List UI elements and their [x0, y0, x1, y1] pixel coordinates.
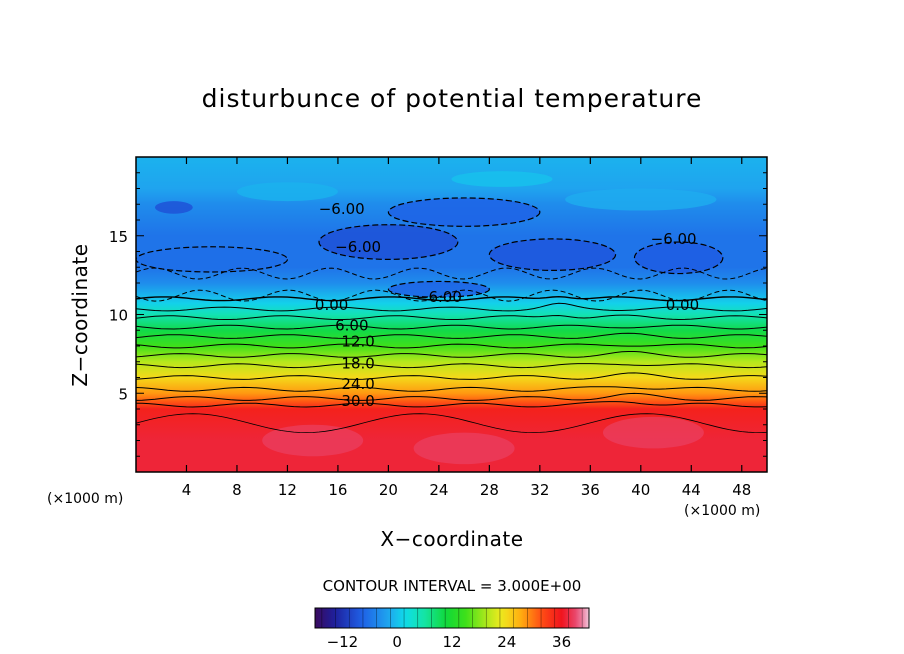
colorbar-tick-label: 12	[442, 633, 461, 651]
contour-label: 24.0	[341, 375, 374, 393]
contour-line-dashed	[387, 280, 490, 298]
contour-line	[136, 343, 767, 349]
x-tick-label: 4	[182, 481, 192, 499]
field-patch	[136, 246, 288, 272]
warm-pocket	[413, 432, 515, 465]
contour-label: −6.00	[416, 288, 462, 306]
x-tick-label: 8	[232, 481, 242, 499]
field-patch	[154, 201, 193, 214]
contour-line	[136, 386, 767, 392]
field-patch	[565, 188, 717, 211]
colorbar-tick-label: −12	[327, 633, 359, 651]
contour-label: −6.00	[335, 238, 381, 256]
contour-line	[136, 302, 767, 312]
x-tick-label: 32	[530, 481, 549, 499]
contour-line	[136, 392, 767, 401]
colorbar-tick-label: 36	[552, 633, 571, 651]
contour-line-dashed	[633, 241, 724, 275]
chart-title: disturbunce of potential temperature	[201, 84, 703, 113]
colorbar-tick-label: 0	[392, 633, 402, 651]
field-patch	[388, 197, 540, 227]
x-tick-label: 36	[581, 481, 600, 499]
contour-label: 30.0	[341, 392, 374, 410]
contour-line	[136, 314, 767, 321]
warm-pocket	[262, 424, 364, 457]
contour-line	[136, 401, 767, 408]
field-patch	[634, 242, 723, 274]
x-unit-label-right: (×1000 m)	[684, 503, 761, 519]
x-tick-label: 20	[379, 481, 398, 499]
x-unit-label-left: (×1000 m)	[47, 491, 124, 507]
field-patch	[318, 224, 458, 260]
field-patch	[236, 182, 338, 202]
contour-line-dashed	[387, 197, 541, 227]
contour-line	[136, 332, 767, 339]
y-tick-label: 5	[118, 385, 128, 403]
contour-line-dashed	[318, 224, 459, 260]
contour-line	[136, 413, 767, 434]
contour-line-dashed	[136, 267, 767, 280]
field-patch	[451, 171, 553, 187]
x-tick-label: 48	[732, 481, 751, 499]
field-patch	[388, 281, 490, 298]
x-axis-label: X−coordinate	[380, 527, 524, 551]
contour-label: −6.00	[651, 230, 697, 248]
x-tick-label: 24	[429, 481, 448, 499]
x-tick-label: 40	[631, 481, 650, 499]
x-tick-label: 28	[480, 481, 499, 499]
contour-label: 18.0	[341, 354, 374, 372]
contour-line	[136, 351, 767, 358]
colorbar	[314, 607, 590, 629]
contour-line	[136, 295, 767, 302]
contour-line-dashed	[136, 289, 767, 302]
x-tick-label: 12	[278, 481, 297, 499]
x-tick-label: 44	[682, 481, 701, 499]
contour-label: −6.00	[319, 200, 365, 218]
contour-line	[136, 363, 767, 369]
contour-line	[136, 372, 767, 380]
warm-pocket	[602, 416, 704, 449]
colorbar-tick-label: 24	[497, 633, 516, 651]
contour-line-dashed	[488, 238, 617, 271]
contour-line	[136, 324, 767, 330]
contour-interval-label: CONTOUR INTERVAL = 3.000E+00	[322, 577, 582, 595]
field-patch	[489, 238, 616, 271]
x-tick-label: 16	[328, 481, 347, 499]
contour-label: 0.00	[315, 296, 348, 314]
contour-label: 6.00	[335, 317, 368, 335]
y-tick-label: 15	[109, 228, 128, 246]
contour-label: 0.00	[666, 296, 699, 314]
contour-label: 12.0	[341, 332, 374, 350]
contour-line-dashed	[136, 246, 289, 273]
y-tick-label: 10	[109, 307, 128, 325]
